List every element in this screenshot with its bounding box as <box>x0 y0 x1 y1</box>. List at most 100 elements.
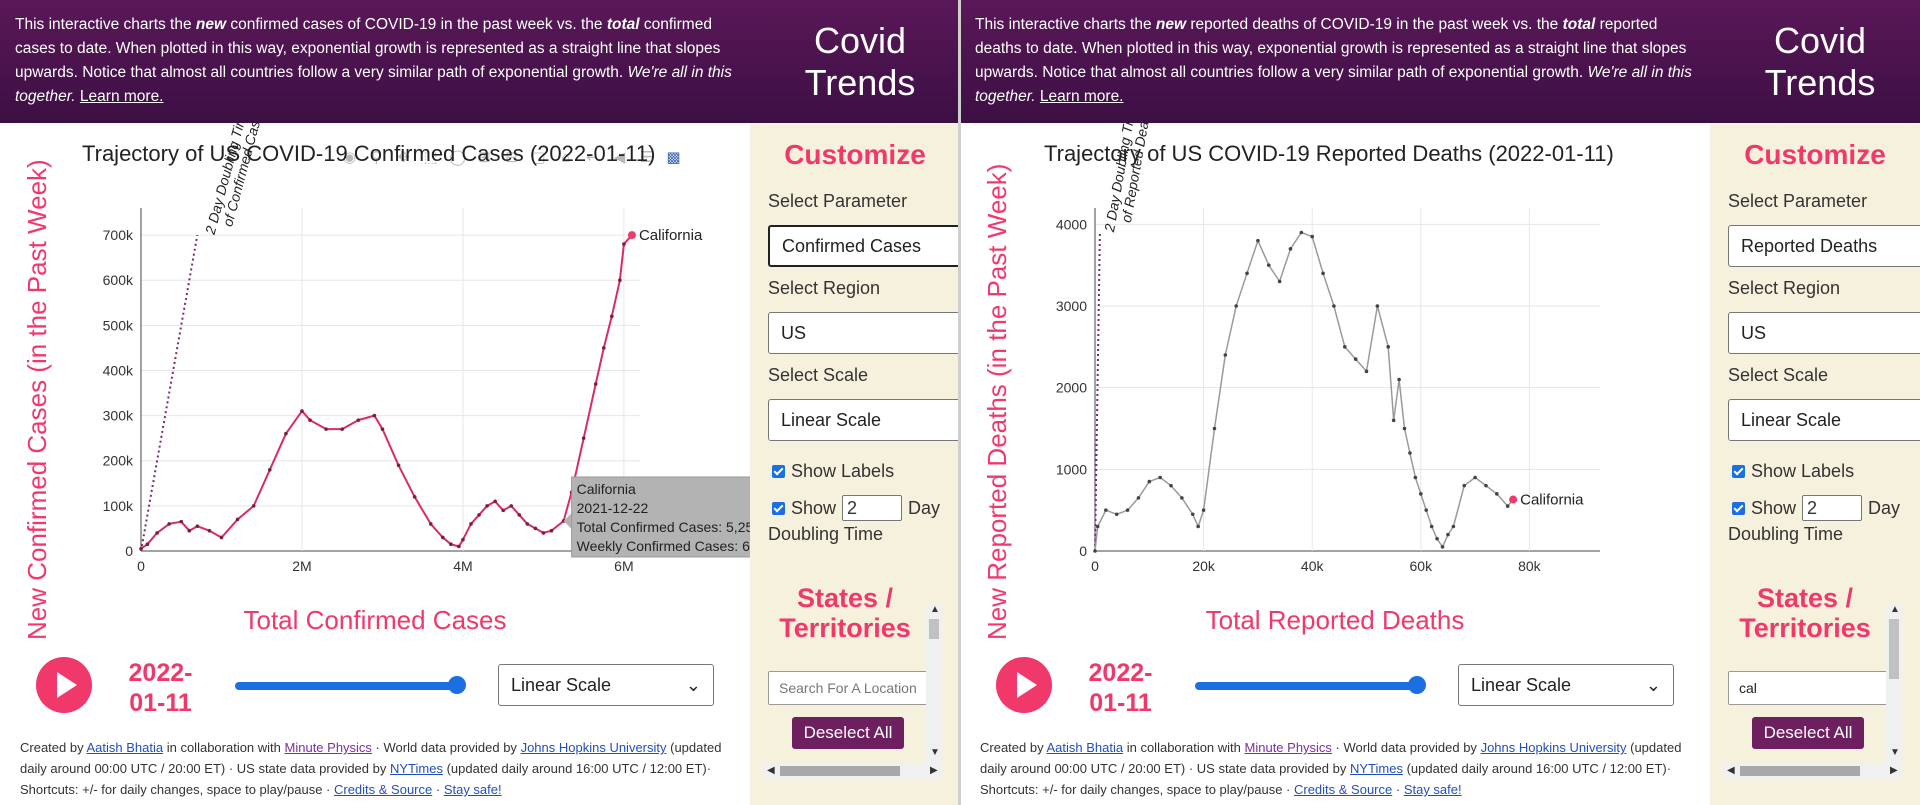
deselect-all-button[interactable]: Deselect All <box>1752 717 1864 749</box>
series-point <box>267 467 272 472</box>
brand-title: Covid Trends <box>1764 20 1876 103</box>
date-slider-track[interactable] <box>1195 682 1417 690</box>
spike-lines-icon[interactable]: ↵ <box>586 149 599 166</box>
jhu-link[interactable]: Johns Hopkins University <box>1480 740 1627 755</box>
region-label: Select Region <box>768 278 881 298</box>
reported-deaths-chart[interactable]: Trajectory of US COVID-19 Reported Death… <box>960 123 1710 653</box>
series-point <box>396 463 401 468</box>
series-point <box>145 542 150 547</box>
play-button[interactable] <box>996 657 1052 713</box>
date-slider-track[interactable] <box>235 682 457 690</box>
stay-safe-link[interactable]: Stay safe! <box>1403 782 1462 797</box>
reset-axes-icon[interactable]: ⌂ <box>560 149 571 166</box>
deselect-all-button[interactable]: Deselect All <box>792 717 904 749</box>
states-scrollbar[interactable]: ▲ ▼ <box>926 603 942 763</box>
plotly-logo-icon[interactable]: ▩ <box>666 149 681 166</box>
minute-physics-link[interactable]: Minute Physics <box>284 740 372 755</box>
pan-icon[interactable]: ✥ <box>397 149 410 166</box>
scale-select[interactable]: Linear Scale <box>1728 399 1920 441</box>
date-slider-handle[interactable] <box>1408 676 1426 694</box>
credits-link[interactable]: Credits & Source <box>333 782 433 797</box>
footer-scale-select[interactable]: Linear Scale ⌄ <box>498 664 714 706</box>
series-point <box>187 528 192 533</box>
series-point <box>1158 475 1162 480</box>
intro-banner: This interactive charts the new reported… <box>960 0 1920 123</box>
series-point <box>1125 508 1130 512</box>
x-tick-label: 60k <box>1410 558 1434 574</box>
zoom-in-icon[interactable]: ⊞ <box>478 149 491 166</box>
credits-link[interactable]: Credits & Source <box>1293 782 1393 797</box>
camera-icon[interactable]: ◉ <box>342 149 357 166</box>
tooltip-line: Total Confirmed Cases: 5,251,204 <box>577 519 750 535</box>
series-point <box>441 535 445 540</box>
current-date: 2022-01-11 <box>128 659 193 717</box>
confirmed-cases-chart[interactable]: Trajectory of US COVID-19 Confirmed Case… <box>0 123 750 653</box>
tooltip-arrow <box>563 512 572 529</box>
checkbox-icon[interactable] <box>772 501 785 515</box>
series-point <box>324 427 328 431</box>
states-h-scrollbar[interactable]: ◀ ▶ <box>764 763 942 779</box>
series-point <box>1223 353 1228 357</box>
doubling-time-checkbox[interactable]: Show 2 Day <box>772 495 940 521</box>
series-point <box>1391 418 1396 423</box>
scale-select[interactable]: Linear Scale <box>768 399 960 441</box>
location-search-input[interactable]: cal <box>1728 671 1898 705</box>
series-point <box>380 427 385 431</box>
learn-more-link[interactable]: Learn more. <box>1039 88 1124 105</box>
checkbox-icon[interactable] <box>1732 501 1745 515</box>
states-scrollbar[interactable]: ▲ ▼ <box>1886 603 1902 763</box>
parameter-select[interactable]: Reported Deaths <box>1728 225 1920 267</box>
nytimes-link[interactable]: NYTimes <box>389 761 443 776</box>
parameter-select[interactable]: Confirmed Cases <box>768 225 960 267</box>
lasso-icon[interactable]: ◯ <box>449 149 466 166</box>
y-tick-label: 400k <box>103 362 134 378</box>
region-select[interactable]: US <box>1728 312 1920 354</box>
play-button[interactable] <box>36 657 92 713</box>
checkbox-icon[interactable] <box>1732 465 1745 478</box>
series-point <box>461 537 465 542</box>
y-tick-label: 200k <box>103 453 134 469</box>
panel-title: Customize <box>784 139 926 170</box>
doubling-days-input[interactable]: 2 <box>842 495 903 521</box>
series-point <box>300 409 304 413</box>
date-slider-handle[interactable] <box>448 676 466 694</box>
states-title: States / Territories <box>779 583 911 643</box>
hover-closest-icon[interactable]: ◀ <box>613 149 626 166</box>
region-select[interactable]: US <box>768 312 960 354</box>
x-tick-label: 0 <box>1091 558 1099 574</box>
series-point <box>477 513 481 517</box>
zoom-icon[interactable]: ⚲ <box>371 149 382 166</box>
footer-scale-select[interactable]: Linear Scale ⌄ <box>1458 664 1674 706</box>
series-point <box>457 544 461 549</box>
show-labels-checkbox[interactable]: Show Labels <box>1732 461 1854 482</box>
author-link[interactable]: Aatish Bhatia <box>86 740 164 755</box>
checkbox-icon[interactable] <box>772 465 785 478</box>
location-search-input[interactable]: Search For A Location <box>768 671 938 705</box>
doubling-reference-line <box>1094 232 1101 552</box>
series-point <box>1473 475 1477 480</box>
tooltip-line: California <box>577 481 636 497</box>
doubling-days-input[interactable]: 2 <box>1802 495 1863 521</box>
stay-safe-link[interactable]: Stay safe! <box>443 782 502 797</box>
autoscale-icon[interactable]: ▢ <box>531 149 546 166</box>
jhu-link[interactable]: Johns Hopkins University <box>520 740 667 755</box>
series-point <box>1114 512 1119 517</box>
series-point <box>549 528 554 533</box>
series-point <box>155 531 159 535</box>
footer-credits: Created by Aatish Bhatia in collaboratio… <box>980 740 1682 797</box>
doubling-time-checkbox[interactable]: Show 2 Day <box>1732 495 1900 521</box>
intro-banner: This interactive charts the new confirme… <box>0 0 960 123</box>
author-link[interactable]: Aatish Bhatia <box>1046 740 1124 755</box>
show-labels-checkbox[interactable]: Show Labels <box>772 461 894 482</box>
y-tick-label: 2000 <box>1056 380 1087 396</box>
series-point <box>449 542 453 547</box>
states-h-scrollbar[interactable]: ◀ ▶ <box>1724 763 1902 779</box>
hover-compare-icon[interactable]: ☰ <box>639 149 654 166</box>
series-label: California <box>1520 492 1584 509</box>
minute-physics-link[interactable]: Minute Physics <box>1244 740 1332 755</box>
learn-more-link[interactable]: Learn more. <box>79 88 164 105</box>
box-select-icon[interactable]: ⬚ <box>423 149 438 166</box>
chevron-down-icon: ⌄ <box>1645 674 1661 695</box>
nytimes-link[interactable]: NYTimes <box>1349 761 1403 776</box>
zoom-out-icon[interactable]: ⊟ <box>505 149 518 166</box>
